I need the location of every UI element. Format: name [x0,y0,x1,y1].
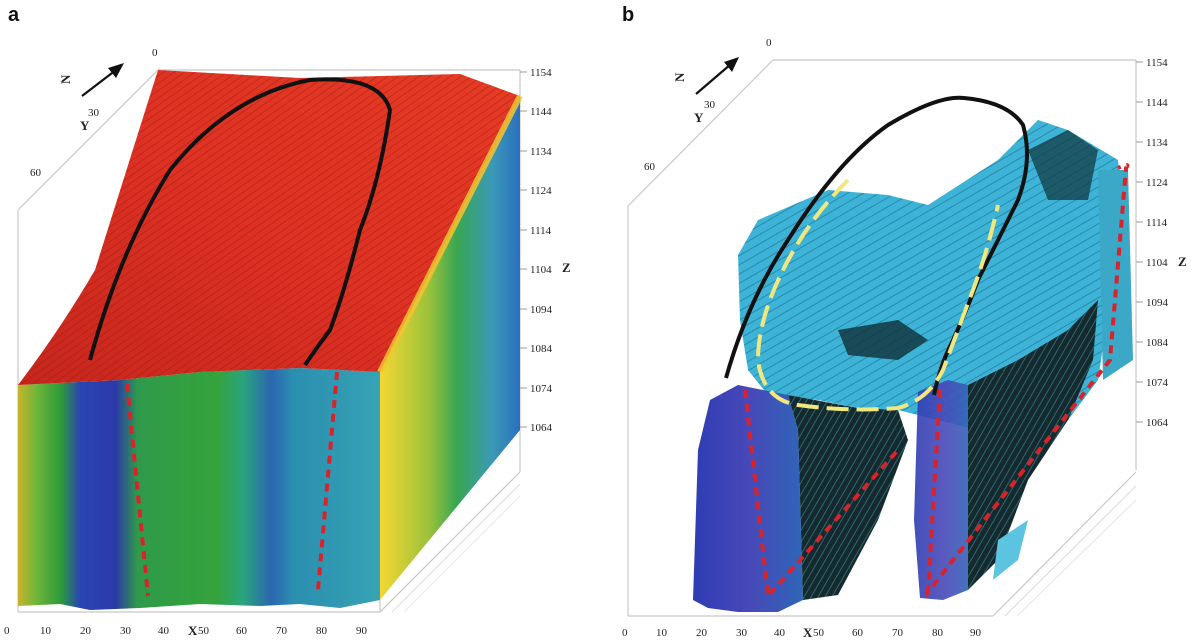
x-tick: 20 [696,627,708,639]
x-tick: 40 [158,625,170,637]
y-tick: 0 [152,47,158,59]
x-tick: 80 [316,625,328,637]
x-tick: 60 [236,625,248,637]
z-axis-name: Z [1178,254,1187,269]
panel-label: b [622,4,635,26]
z-tick: 1064 [530,422,553,434]
north-label: N [58,74,73,84]
y-tick: 60 [30,167,42,179]
x-axis: 0 10 20 30 40 X 50 60 70 80 90 [4,623,368,638]
y-tick: 30 [704,99,716,111]
x-tick: 90 [970,627,982,639]
fault-line-right [316,371,339,591]
z-tick: 1074 [530,383,553,395]
north-arrow: N [58,63,124,97]
z-tick: 1114 [530,225,552,237]
z-axis: 1154 1144 1134 1124 1114 1104 Z 1094 108… [520,67,571,434]
fault-line-right [925,163,1130,599]
x-tick: 30 [736,627,748,639]
x-tick: 80 [932,627,944,639]
z-tick: 1094 [1146,297,1169,309]
low-resistivity-body-right [914,380,973,600]
y-axis-name: Y [80,118,90,133]
z-tick: 1124 [530,185,552,197]
x-tick: 10 [40,625,52,637]
x-tick: 70 [276,625,288,637]
z-axis-name: Z [562,260,571,275]
x-tick: 30 [120,625,132,637]
z-tick: 1104 [530,264,552,276]
fault-line-left [125,383,150,597]
z-tick: 1124 [1146,177,1168,189]
z-tick: 1134 [1146,137,1168,149]
x-tick: 90 [356,625,368,637]
z-tick: 1144 [530,106,552,118]
inner-boundary [755,178,1000,412]
panel-b: b [598,0,1196,642]
y-axis-name: Y [694,110,704,125]
x-tick: 10 [656,627,668,639]
x-axis-name: X [803,625,813,640]
panel-a: a [4,4,571,638]
x-tick: 50 [198,625,210,637]
axis-frame [627,59,1137,617]
block-diagram-b: N 0 30 60 Y 1154 1144 1134 1124 1114 110… [622,37,1187,640]
y-tick: 60 [644,161,656,173]
z-tick: 1074 [1146,377,1169,389]
y-tick: 30 [88,107,100,119]
north-label: N [672,72,687,82]
x-tick: 50 [813,627,825,639]
z-tick: 1114 [1146,217,1168,229]
low-resistivity-body-left [693,385,803,612]
x-tick: 70 [892,627,904,639]
block-diagram-a: N 0 30 60 Y 1154 1144 1134 1124 1114 110… [4,47,571,638]
z-tick: 1144 [1146,97,1168,109]
panel-label: a [8,4,20,26]
z-tick: 1154 [1146,57,1168,69]
z-tick: 1104 [1146,257,1168,269]
x-tick: 0 [622,627,628,639]
right-face [380,96,520,600]
x-tick: 20 [80,625,92,637]
x-tick: 0 [4,625,10,637]
y-tick: 0 [766,37,772,49]
north-arrow: N [672,57,739,95]
z-tick: 1134 [530,146,552,158]
z-axis: 1154 1144 1134 1124 1114 1104 Z 1094 108… [1136,57,1187,429]
landslide-boundary [88,77,393,367]
x-axis: 0 10 20 30 40 X 50 60 70 80 90 [622,625,982,640]
x-axis-name: X [188,623,198,638]
x-tick: 60 [852,627,864,639]
front-face [18,368,380,610]
z-tick: 1154 [530,67,552,79]
x-tick: 40 [774,627,786,639]
fault-line-left [743,389,900,601]
z-tick: 1064 [1146,417,1169,429]
z-tick: 1084 [530,343,553,355]
z-tick: 1084 [1146,337,1169,349]
z-tick: 1094 [530,304,553,316]
